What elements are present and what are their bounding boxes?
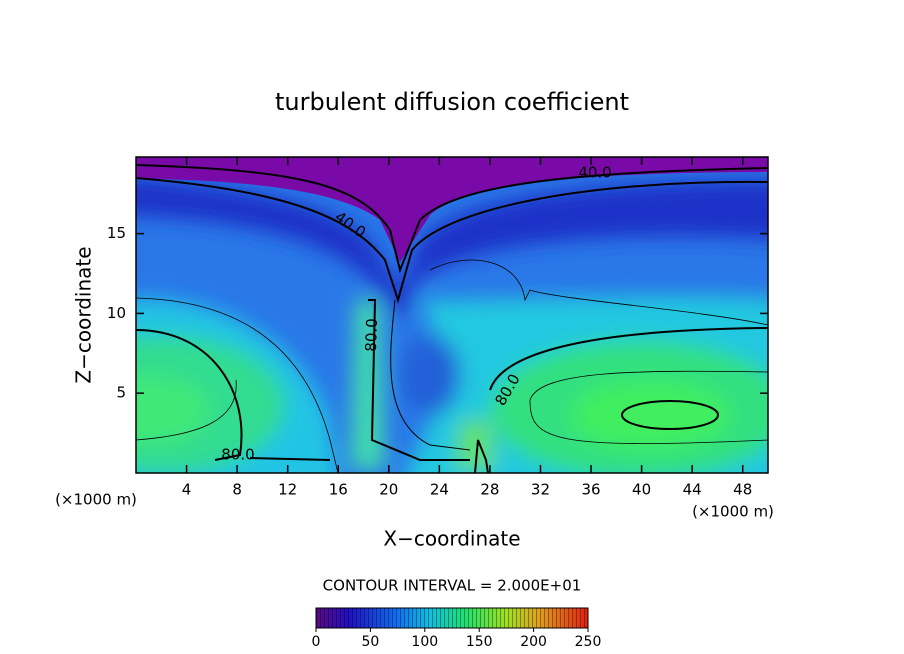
x-tick-label: 32 bbox=[531, 481, 550, 499]
plot-frame bbox=[135, 156, 769, 474]
y-unit-label: (×1000 m) bbox=[55, 491, 137, 509]
colorbar-tick-label: 250 bbox=[575, 634, 602, 650]
colorbar-tick-label: 150 bbox=[466, 634, 493, 650]
x-tick-label: 12 bbox=[278, 481, 297, 499]
colorbar-frame bbox=[315, 607, 589, 629]
contour-label: 40.0 bbox=[578, 164, 611, 182]
x-tick-label: 20 bbox=[379, 481, 398, 499]
x-tick-label: 8 bbox=[232, 481, 242, 499]
colorbar-tick-label: 50 bbox=[361, 634, 379, 650]
x-tick-label: 44 bbox=[683, 481, 702, 499]
x-unit-label: (×1000 m) bbox=[692, 503, 774, 521]
x-tick-label: 48 bbox=[733, 481, 752, 499]
y-axis-title: Z−coordinate bbox=[72, 246, 96, 383]
x-tick-label: 16 bbox=[329, 481, 348, 499]
x-tick-label: 36 bbox=[581, 481, 600, 499]
contour-interval: CONTOUR INTERVAL = 2.000E+01 bbox=[323, 577, 582, 595]
y-tick-label: 15 bbox=[107, 224, 126, 242]
colorbar-tick-label: 200 bbox=[520, 634, 547, 650]
x-tick-label: 40 bbox=[632, 481, 651, 499]
contour-label: 80.0 bbox=[221, 446, 254, 464]
contour-label: 80.0 bbox=[362, 318, 381, 352]
chart-title: turbulent diffusion coefficient bbox=[275, 88, 629, 116]
x-tick-label: 28 bbox=[480, 481, 499, 499]
x-tick-label: 4 bbox=[182, 481, 192, 499]
colorbar-bands bbox=[316, 608, 588, 628]
y-tick-label: 5 bbox=[116, 384, 126, 402]
x-axis-title: X−coordinate bbox=[383, 527, 520, 551]
x-tick-label: 24 bbox=[430, 481, 449, 499]
colorbar-tick-label: 0 bbox=[312, 634, 321, 650]
colorbar-tick-label: 100 bbox=[411, 634, 438, 650]
contour-field bbox=[136, 157, 768, 473]
y-tick-label: 10 bbox=[107, 304, 126, 322]
